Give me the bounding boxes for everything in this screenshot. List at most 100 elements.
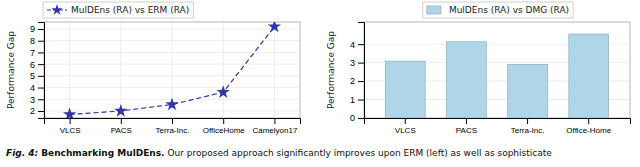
- y-tick: 5: [30, 71, 44, 81]
- y-tick: 0: [350, 113, 364, 123]
- y-tick-label: 3: [30, 95, 35, 105]
- y-tick-mark: [358, 44, 364, 45]
- x-axis-line: [45, 119, 301, 125]
- x-tick-label: Office-Home: [566, 126, 611, 135]
- marks: [63, 22, 281, 118]
- y-tick-mark: [358, 100, 364, 101]
- x-tick: PACS: [456, 118, 477, 135]
- x-tick: VLCS: [60, 118, 81, 135]
- bar: [447, 42, 487, 118]
- caption-part: Benchmarking MulDEns.: [41, 148, 164, 158]
- y-tick-mark: [358, 118, 364, 119]
- y-axis-line: [358, 23, 365, 119]
- x-tick-label: Terra-Inc.: [511, 126, 545, 135]
- legend-symbol: [51, 4, 62, 15]
- x-tick-label: Camelyon17: [252, 126, 297, 135]
- bar: [508, 64, 548, 118]
- y-tick-label: 2: [30, 106, 35, 116]
- x-axis: VLCS PACS Terra-Inc. Office-Home: [365, 118, 631, 135]
- x-axis-line: [365, 119, 631, 125]
- bar: [569, 34, 609, 118]
- point: [63, 107, 76, 118]
- x-tick-label: VLCS: [60, 126, 81, 135]
- point: [165, 98, 178, 111]
- x-tick: Camelyon17: [252, 118, 297, 135]
- x-tick: PACS: [111, 118, 132, 135]
- y-tick: 9: [30, 24, 44, 34]
- y-tick: 1: [350, 95, 364, 105]
- y-tick: 2: [30, 106, 44, 116]
- y-tick: 4: [350, 40, 364, 50]
- legend-item: MulDEns (RA) vs ERM (RA): [47, 4, 189, 15]
- y-tick: 3: [350, 58, 364, 68]
- figure: 23456789VLCSPACSTerra-Inc.OfficeHomeCame…: [0, 0, 640, 167]
- y-tick-mark: [38, 64, 44, 65]
- y-tick-label: 7: [30, 48, 35, 58]
- x-tick: Terra-Inc.: [156, 118, 190, 135]
- y-tick-mark: [358, 63, 364, 64]
- caption: Fig. 4: Benchmarking MulDEns. Our propos…: [6, 148, 552, 158]
- plot-frame: [44, 22, 300, 118]
- y-tick: 2: [350, 76, 364, 86]
- y-axis-label: Performance Gap: [6, 31, 16, 109]
- legend-label: MulDEns (RA) vs ERM (RA): [71, 5, 189, 15]
- legend-label: MulDEns (RA) vs DMG (RA): [449, 5, 569, 15]
- x-tick-mark: [172, 118, 173, 124]
- grid: [44, 22, 300, 118]
- y-tick: 6: [30, 60, 44, 70]
- line: [70, 27, 275, 115]
- x-axis: VLCS PACS Terra-Inc. OfficeHome Camelyon17: [45, 118, 301, 135]
- legend-item: MulDEns (RA) vs DMG (RA): [427, 5, 569, 15]
- point: [268, 22, 281, 32]
- y-axis: 23 4 56 7 8 9: [30, 23, 45, 119]
- y-tick: 7: [30, 48, 44, 58]
- x-tick-mark: [70, 118, 71, 124]
- x-tick: VLCS: [395, 118, 416, 135]
- x-tick: Terra-Inc.: [511, 118, 545, 135]
- y-tick-label: 2: [350, 76, 355, 86]
- point: [217, 85, 230, 98]
- legend-box: [43, 2, 193, 18]
- x-tick-mark: [466, 118, 467, 124]
- marks: [385, 34, 608, 118]
- y-tick-mark: [38, 29, 44, 30]
- plot-frame: [364, 22, 630, 118]
- x-tick-mark: [527, 118, 528, 124]
- legend: MulDEns (RA) vs DMG (RA): [423, 2, 573, 18]
- chart: 0 1 2 3 4 VLCS PACS Terra-Inc. Office-Home Perfor…: [326, 2, 631, 135]
- x-tick-label: VLCS: [395, 126, 416, 135]
- y-tick-label: 4: [350, 40, 355, 50]
- grid-line-x: [69, 22, 70, 118]
- chart: 23 4 56 7 8 9 VLCS PACS Terra-Inc. OfficeHome Came…: [6, 2, 301, 135]
- y-tick-mark: [38, 88, 44, 89]
- legend: MulDEns (RA) vs ERM (RA): [43, 2, 193, 18]
- y-tick: 3: [30, 95, 44, 105]
- y-tick-label: 0: [350, 113, 355, 123]
- y-axis-line: [38, 23, 45, 119]
- grid-line-x: [274, 22, 275, 118]
- y-tick-label: 6: [30, 60, 35, 70]
- legend-box: [423, 2, 573, 18]
- y-tick-mark: [38, 52, 44, 53]
- grid-line-x: [223, 22, 224, 118]
- caption-part: Fig. 4:: [6, 148, 41, 158]
- y-tick-mark: [38, 76, 44, 77]
- y-tick-mark: [38, 41, 44, 42]
- x-tick: OfficeHome: [203, 118, 246, 135]
- x-tick-mark: [405, 118, 406, 124]
- y-tick-label: 8: [30, 36, 35, 46]
- caption-part: Our proposed approach significantly impr…: [165, 148, 553, 158]
- y-tick-mark: [358, 81, 364, 82]
- y-tick-mark: [38, 99, 44, 100]
- x-tick-mark: [588, 118, 589, 124]
- bar: [385, 61, 425, 118]
- y-tick-label: 4: [30, 83, 35, 93]
- y-axis-label: Performance Gap: [326, 31, 336, 109]
- y-tick-label: 1: [350, 95, 355, 105]
- legend-swatch: [427, 6, 441, 14]
- y-axis: 0 1 2 3 4: [350, 23, 365, 124]
- x-tick-mark: [274, 118, 275, 124]
- y-tick-mark: [38, 111, 44, 112]
- grid-line-x: [120, 22, 121, 118]
- y-tick-label: 3: [350, 58, 355, 68]
